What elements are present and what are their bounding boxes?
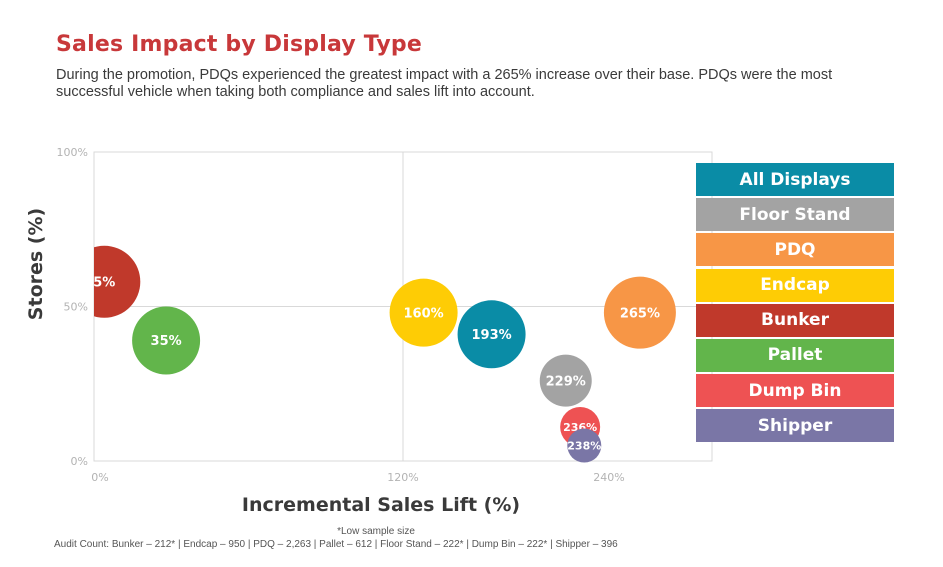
legend: All Displays Floor Stand PDQ Endcap Bunker Pa… — [696, 163, 894, 445]
chart-subtitle: During the promotion, PDQs experienced t… — [56, 67, 833, 100]
bubble-shipper — [567, 428, 602, 463]
bubble-label: 35% — [151, 334, 182, 349]
bubble-pallet — [132, 306, 201, 375]
legend-item-endcap: Endcap — [696, 268, 894, 302]
bubble-label: 238% — [567, 440, 601, 453]
bubble-all-displays — [457, 300, 526, 369]
axis-ticks: 0% 120% 240% 0% 50% 100% — [57, 146, 625, 484]
bubble-label: 193% — [471, 328, 511, 343]
y-axis-label: Stores (%) — [25, 208, 47, 320]
legend-item-floor-stand: Floor Stand — [696, 198, 894, 232]
y-tick-label: 50% — [64, 301, 88, 314]
x-axis-label: Incremental Sales Lift (%) — [242, 494, 520, 516]
bubble-bunker — [94, 245, 141, 318]
chart-title: Sales Impact by Display Type — [56, 32, 422, 57]
y-tick-label: 0% — [71, 455, 88, 468]
y-tick-label: 100% — [57, 146, 88, 159]
bubble-layer: 5%35%160%193%265%229%236%238% — [93, 245, 676, 463]
legend-item-dump-bin: Dump Bin — [696, 374, 894, 408]
bubble-label: 160% — [404, 306, 444, 321]
legend-item-pallet: Pallet — [696, 338, 894, 372]
bubble-floor-stand — [539, 354, 592, 407]
legend-item-shipper: Shipper — [696, 409, 894, 443]
bubble-endcap — [389, 278, 458, 347]
footnote: *Low sample size — [337, 526, 415, 537]
bubble-pdq — [603, 276, 676, 349]
legend-item-pdq: PDQ — [696, 233, 894, 267]
legend-item-bunker: Bunker — [696, 303, 894, 337]
bubble-label: 5% — [93, 275, 115, 290]
x-tick-label: 240% — [593, 471, 624, 484]
bubble-label: 265% — [620, 306, 660, 321]
legend-item-all-displays: All Displays — [696, 163, 894, 196]
x-tick-label: 120% — [387, 471, 418, 484]
bubble-label: 229% — [546, 374, 586, 389]
x-tick-label: 0% — [91, 471, 108, 484]
audit-count: Audit Count: Bunker – 212* | Endcap – 95… — [54, 539, 618, 550]
